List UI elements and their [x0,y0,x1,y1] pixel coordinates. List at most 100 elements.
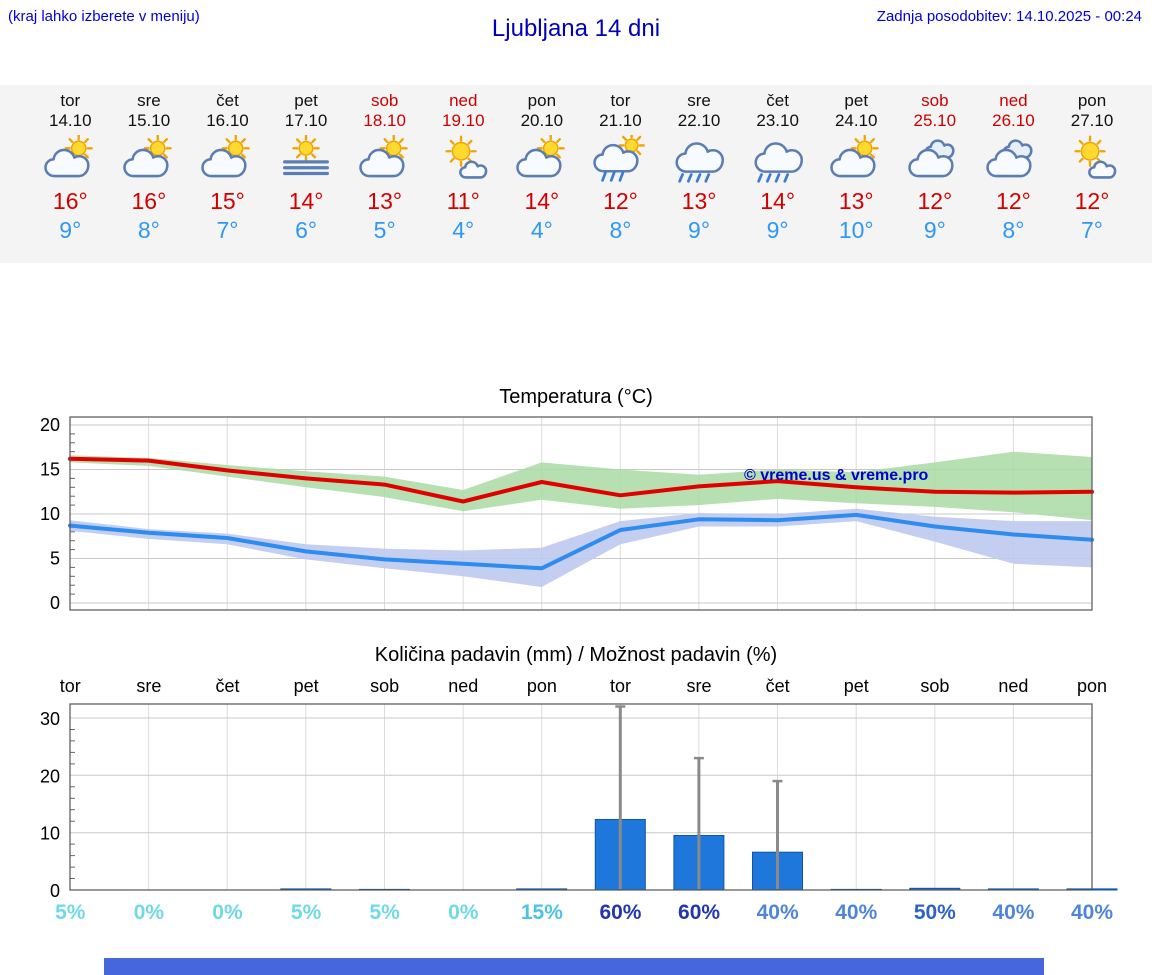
precip-probability: 40% [835,901,878,924]
day-date: 24.10 [834,111,878,130]
temp-min: 7° [1081,217,1104,243]
precip-probability: 40% [1071,901,1114,924]
day-name: ned [449,91,478,110]
day-name: čet [216,91,239,110]
precip-day-label: sob [370,676,400,696]
forecast-day: pet 17.10 14° 6° [267,85,346,263]
page-title: Ljubljana 14 dni [491,15,661,42]
temperature-chart-title: Temperatura (°C) [499,386,653,408]
day-name: sre [137,91,161,110]
forecast-day: sre 15.10 16° 8° [110,85,189,263]
precip-day-label: čet [765,676,790,696]
precip-day-label: ned [998,676,1029,696]
forecast-day: sob 18.10 13° 5° [345,85,424,263]
precip-day-label: pet [293,676,319,696]
partly-cloudy-icon [516,135,565,178]
precip-grid: 0 10 20 30 [40,704,1092,900]
temp-grid: 0 5 10 15 20 [40,415,1092,613]
day-date: 19.10 [441,111,485,130]
forecast-day: sob 25.10 12° 9° [896,85,975,263]
rain-icon [675,142,725,183]
temp-min: 5° [373,217,396,243]
partly-cloudy-icon [44,135,94,178]
shower-icon [593,135,646,182]
temp-min: 9° [923,217,946,243]
cloudy-icon [986,139,1033,178]
temp-max: 16° [131,188,167,214]
precip-whisker [615,705,626,889]
day-name: sob [370,91,399,110]
temp-max: 11° [446,188,480,214]
precip-day-label: ned [448,676,479,696]
precip-probability: 5% [290,901,322,924]
precip-probability: 0% [448,901,479,924]
svg-text:30: 30 [40,709,60,729]
svg-text:20: 20 [40,415,60,435]
partly-cloudy-icon [123,135,172,178]
day-name: pet [294,91,318,110]
day-date: 21.10 [599,111,642,130]
chart-watermark: © vreme.us & vreme.pro [744,467,929,484]
day-name: pon [527,91,557,110]
svg-text:10: 10 [40,504,60,524]
precip-probability: 40% [756,901,799,924]
menu-hint: (kraj lahko izberete v meniju) [8,8,200,25]
precip-probability: 40% [992,901,1035,924]
precip-day-label: pet [843,676,869,696]
day-name: sre [687,91,711,110]
precip-probability: 15% [520,901,563,924]
precip-day-label: tor [59,676,81,696]
precip-probability: 60% [599,901,642,924]
day-date: 27.10 [1070,111,1114,130]
precip-whisker [772,779,783,889]
day-date: 14.10 [49,111,92,130]
svg-text:10: 10 [40,824,60,844]
precip-day-labels: tor sre čet pet sob ned pon tor sre čet pet sob ned p… [0,676,1152,697]
temp-min: 9° [59,217,82,243]
partly-cloudy-icon [201,135,251,178]
day-name: tor [610,91,631,110]
temp-min: 4° [452,217,475,243]
precip-day-label: sob [920,676,950,696]
day-name: sob [921,91,949,110]
day-name: ned [999,91,1028,110]
temp-max: 13° [838,188,874,214]
forecast-day: pon 20.10 14° 4° [503,85,582,263]
temp-max: 13° [367,188,403,214]
max-temp-line [68,456,1094,504]
svg-text:5: 5 [50,549,60,569]
forecast-day: pon 27.10 12° 7° [1053,85,1132,263]
day-name: čet [766,91,789,110]
precip-chart-title: Količina padavin (mm) / Možnost padavin … [374,644,778,666]
day-date: 17.10 [284,111,328,130]
temp-min: 8° [609,217,632,243]
temp-min: 9° [688,217,711,243]
temperature-chart: 0 5 10 15 20 © vreme.us & vreme.pro [40,415,1094,613]
mostly-sunny-icon [1074,135,1117,179]
day-date: 20.10 [520,111,564,130]
precip-day-label: pon [526,676,557,696]
precip-probability: 5% [369,901,400,924]
forecast-day: ned 19.10 11° 4° [424,85,503,263]
precip-probability: 0% [133,901,165,924]
forecast-day: tor 21.10 12° 8° [581,85,660,263]
temp-max: 16° [52,188,88,214]
day-name: tor [60,91,81,110]
temp-min: 10° [838,217,874,243]
day-date: 23.10 [756,111,799,130]
temp-max: 12° [1074,188,1110,214]
svg-text:15: 15 [40,460,60,480]
precip-day-label: pon [1076,676,1108,696]
temp-min: 4° [530,217,553,243]
day-date: 16.10 [206,111,249,130]
svg-text:0: 0 [50,881,60,900]
temp-min: 8° [1002,217,1025,243]
svg-text:0: 0 [50,593,60,613]
precip-probability: 60% [678,901,721,924]
day-date: 25.10 [913,111,957,130]
cloudy-icon [908,139,955,178]
precip-probability: 0% [212,901,243,924]
temp-min: 7° [216,217,239,243]
forecast-day: pet 24.10 13° 10° [817,85,896,263]
temp-max: 12° [917,188,953,214]
